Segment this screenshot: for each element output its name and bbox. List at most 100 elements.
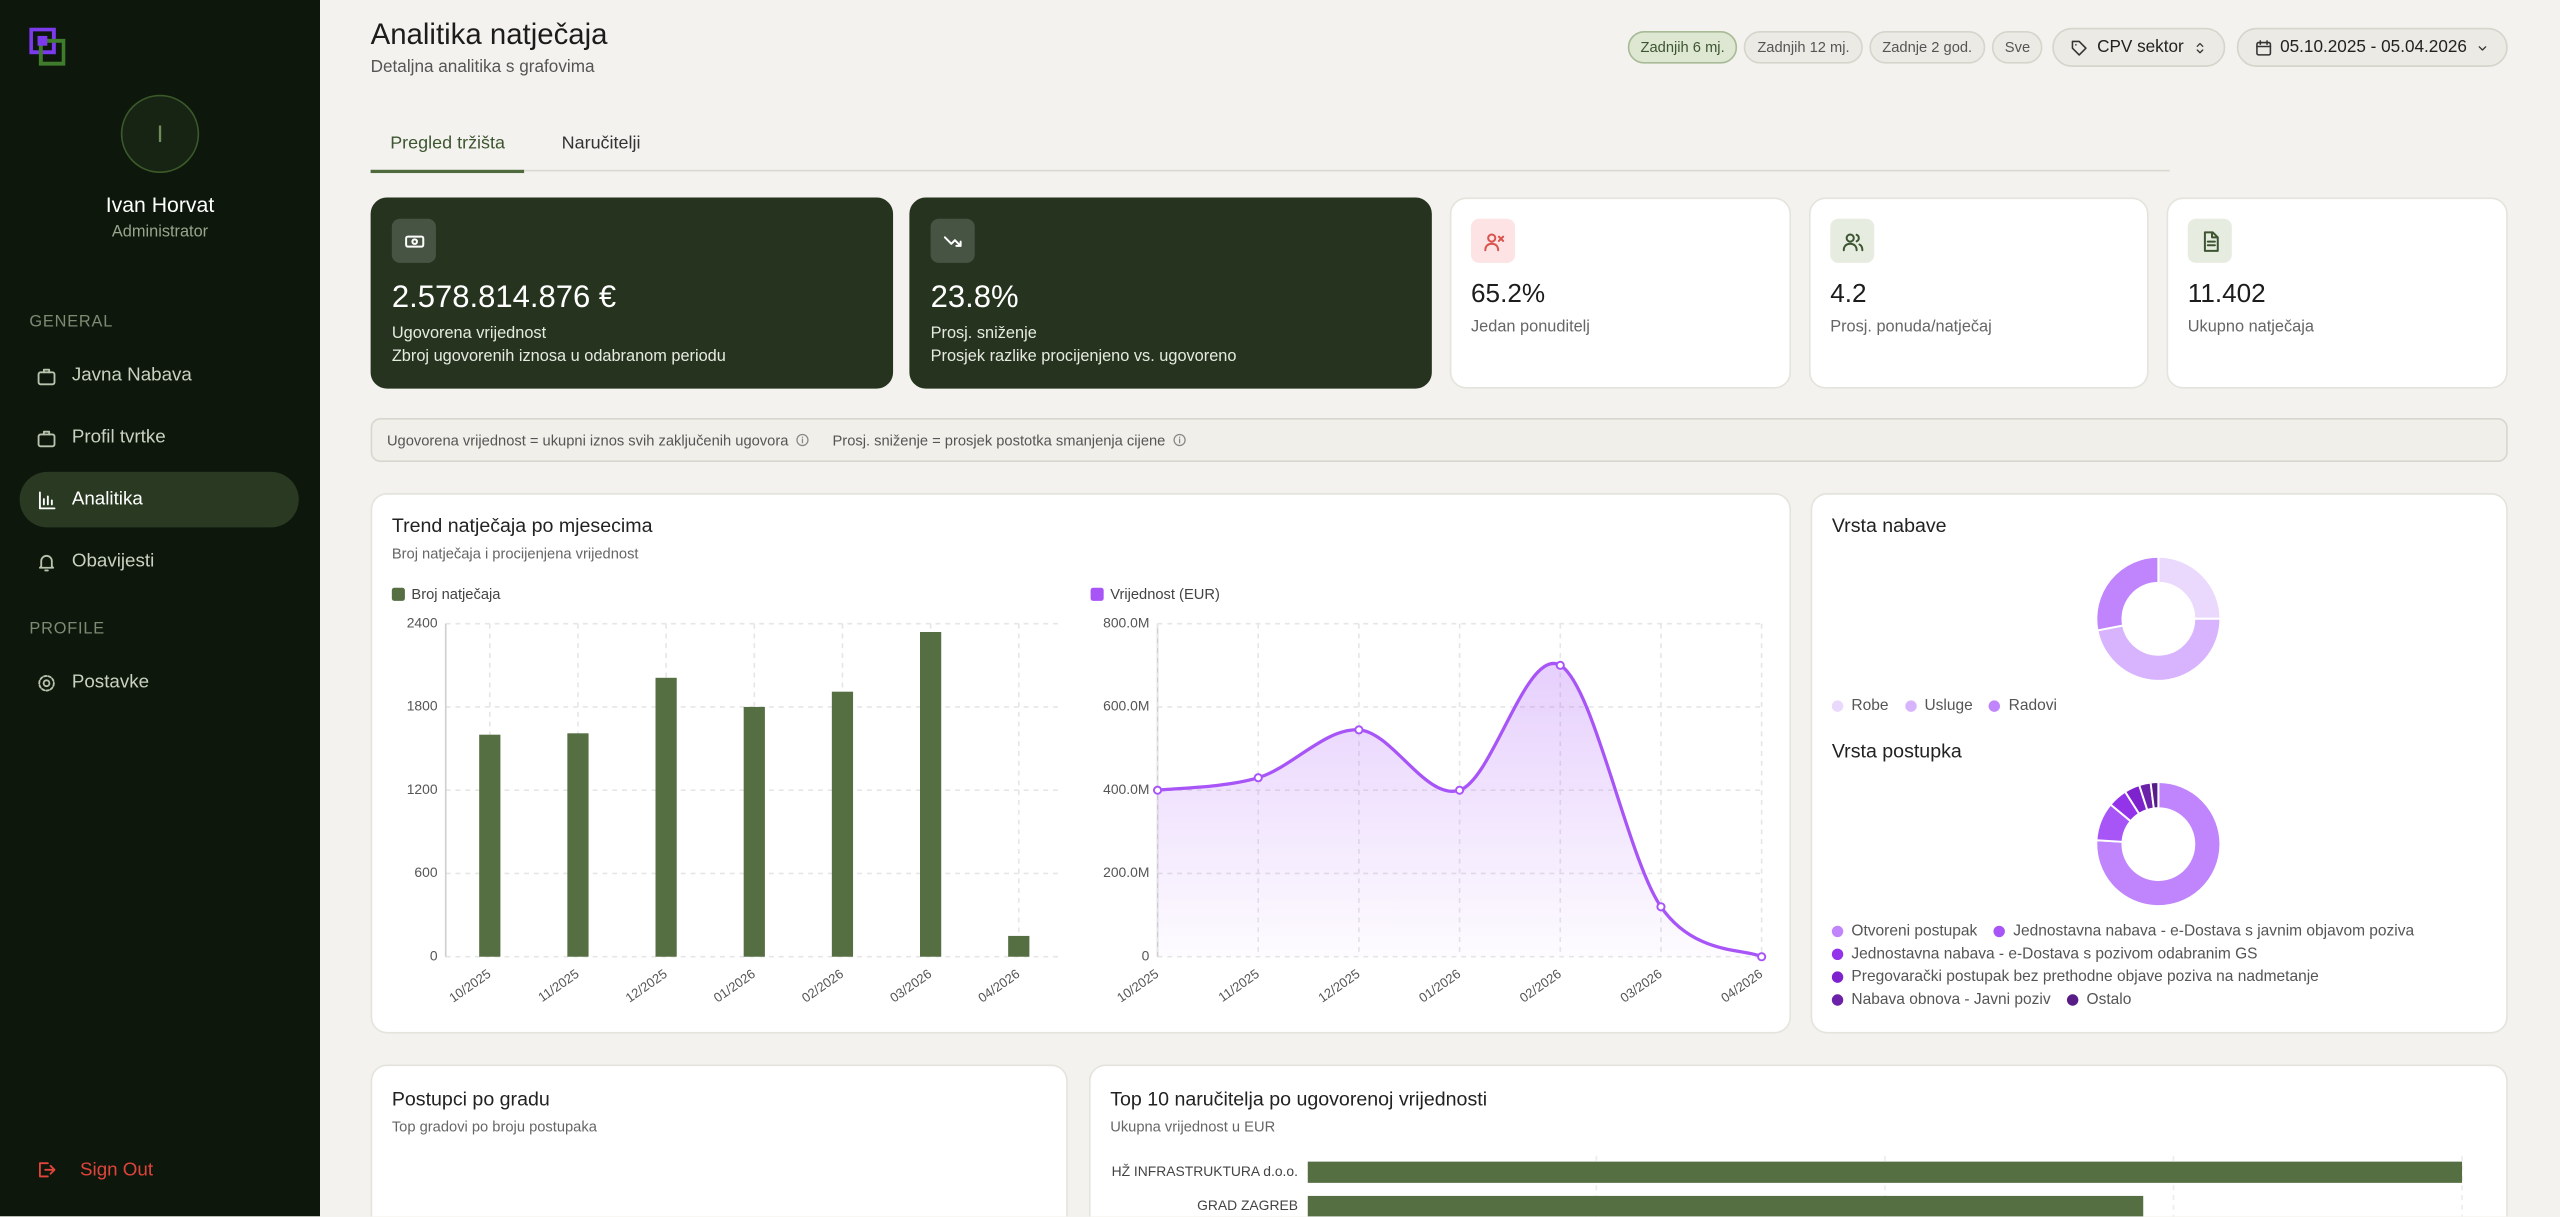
sidebar: [0, 0, 320, 1217]
nav-label: Javna Nabava: [71, 365, 192, 386]
nav-item[interactable]: Profil tvrtke: [20, 410, 299, 466]
info-bar: Ugovorena vrijednost = ukupni iznos svih…: [370, 417, 2508, 463]
legend-item: Radovi: [1989, 697, 2057, 715]
icon: [2203, 230, 2218, 252]
icon: [38, 490, 56, 509]
card-title: Top 10 naručitelja po ugovorenoj vrijedn…: [1110, 1087, 1488, 1111]
kpi-card: 2.578.814.876 € Ugovorena vrijednost Zbroj…: [370, 197, 894, 389]
icon: [38, 1162, 56, 1178]
kpi-note: Prosjek razlike procijenjeno vs. ugovore…: [930, 347, 1237, 366]
nav-item[interactable]: Obavijesti: [20, 534, 299, 590]
legend-label: Usluge: [1924, 697, 1973, 716]
sign-out-label: Sign Out: [80, 1160, 154, 1180]
legend-label: Ostalo: [2086, 991, 2132, 1009]
kpi-icon: [391, 218, 436, 263]
card-subtitle: Broj natječaja i procijenjena vrijednost: [391, 545, 639, 562]
date-range[interactable]: 05.10.2025 - 05.04.2026: [2236, 27, 2508, 67]
period-chip[interactable]: Sve: [1991, 31, 2044, 64]
legend-swatch: [1989, 700, 2001, 712]
tab[interactable]: Naručitelji: [561, 133, 641, 154]
nav-label: Obavijesti: [71, 551, 155, 572]
tab-baseline: [370, 169, 2170, 172]
user-role: Administrator: [111, 223, 209, 242]
legend: Robe Usluge Radovi: [1831, 697, 2436, 716]
legend-label: Jednostavna nabava - e-Dostava s javnim …: [2013, 922, 2415, 941]
legend-item: Ostalo: [2066, 991, 2132, 1009]
legend-swatch: [1831, 700, 1844, 712]
info-item: Prosj. sniženje = prosjek postotka smanj…: [832, 432, 1186, 448]
kpi-card: 4.2 Prosj. ponuda/natječaj: [1808, 197, 2149, 389]
icon: [37, 429, 56, 447]
icon: [1173, 433, 1186, 447]
legend-item: Jednostavna nabava - e-Dostava s javnim …: [1993, 922, 2415, 941]
period-chip[interactable]: Zadnjih 6 mj.: [1627, 31, 1738, 64]
kpi-value: 2.578.814.876 €: [391, 280, 617, 316]
avatar: I: [120, 94, 200, 174]
info-item: Ugovorena vrijednost = ukupni iznos svih…: [387, 432, 810, 448]
kpi-note: Zbroj ugovorenih iznosa u odabranom peri…: [391, 347, 726, 366]
legend-item: Jednostavna nabava - e-Dostava s pozivom…: [1831, 945, 2258, 964]
card-title: Postupci po gradu: [391, 1087, 550, 1111]
legend-item: Robe: [1831, 697, 1889, 716]
info-text: Prosj. sniženje = prosjek postotka smanj…: [832, 431, 1166, 449]
icon: [1483, 232, 1504, 251]
kpi-value: 23.8%: [930, 280, 1019, 316]
logo: [29, 27, 66, 66]
kpi-label: Prosj. ponuda/natječaj: [1830, 318, 1992, 337]
icon: [404, 234, 424, 247]
nav-item[interactable]: Javna Nabava: [20, 348, 299, 404]
user-name: Ivan Horvat: [105, 192, 215, 218]
kpi-card: 11.402 Ukupno natječaja: [2166, 197, 2508, 389]
city-card: [370, 1064, 1068, 1217]
legend-item: Usluge: [1904, 697, 1973, 716]
card-subtitle: Top gradovi po broju postupaka: [391, 1118, 597, 1135]
card-subtitle: Ukupna vrijednost u EUR: [1110, 1118, 1276, 1135]
nav-label: Profil tvrtke: [71, 427, 166, 448]
tab[interactable]: Pregled tržišta: [370, 127, 525, 174]
legend-label: Robe: [1851, 697, 1889, 716]
kpi-card: 65.2% Jedan ponuditelj: [1449, 197, 1792, 389]
kpi-icon: [930, 218, 975, 263]
kpi-value: 11.402: [2187, 280, 2266, 309]
card-title: Trend natječaja po mjesecima: [391, 514, 653, 538]
sector-select[interactable]: CPV sektor: [2052, 27, 2225, 67]
legend: Otvoreni postupak Jednostavna nabava - e-…: [1831, 922, 2436, 1009]
kpi-icon: [1471, 218, 1516, 263]
kpi-label: Ukupno natječaja: [2187, 318, 2314, 337]
sector-label: CPV sektor: [2097, 37, 2184, 58]
legend-label: Pregovarački postupak bez prethodne obja…: [1851, 968, 2319, 987]
legend-item: Otvoreni postupak: [1831, 922, 1978, 941]
period-chip[interactable]: Zadnjih 12 mj.: [1744, 31, 1863, 64]
trend-card: [370, 493, 1792, 1034]
icon: [2255, 39, 2271, 55]
icon: [1841, 232, 1863, 251]
nav-label: Analitika: [71, 489, 143, 510]
page-subtitle: Detaljna analitika s grafovima: [370, 57, 595, 77]
legend-swatch: [2066, 994, 2079, 1006]
period-chip[interactable]: Zadnje 2 god.: [1869, 31, 1986, 64]
legend-swatch: [1831, 948, 1844, 960]
kpi-value: 65.2%: [1471, 280, 1546, 309]
legend-label: Otvoreni postupak: [1851, 922, 1978, 941]
nav-section-title: PROFILE: [29, 620, 105, 639]
nav-section-title: GENERAL: [29, 313, 114, 332]
sign-out[interactable]: Sign Out: [36, 1159, 153, 1180]
icon: [2478, 45, 2487, 50]
nav-label: Postavke: [71, 672, 150, 693]
card-title: Vrsta postupka: [1831, 739, 1962, 763]
icon: [2072, 39, 2088, 55]
legend-label: Jednostavna nabava - e-Dostava s pozivom…: [1851, 945, 2258, 964]
card-title: Vrsta nabave: [1831, 514, 1947, 538]
nav-item[interactable]: Analitika: [19, 471, 299, 528]
icon: [943, 235, 961, 247]
filter-bar: Zadnjih 6 mj. Zadnjih 12 mj. Zadnje 2 god.…: [1627, 27, 2508, 67]
kpi-value: 4.2: [1830, 280, 1867, 309]
nav-item[interactable]: Postavke: [20, 655, 299, 711]
icon: [38, 674, 55, 691]
kpi-label: Prosj. sniženje: [930, 324, 1037, 343]
legend-swatch: [1831, 994, 1844, 1006]
legend-label: Nabava obnova - Javni poziv: [1851, 991, 2051, 1009]
kpi-icon: [2187, 218, 2232, 263]
